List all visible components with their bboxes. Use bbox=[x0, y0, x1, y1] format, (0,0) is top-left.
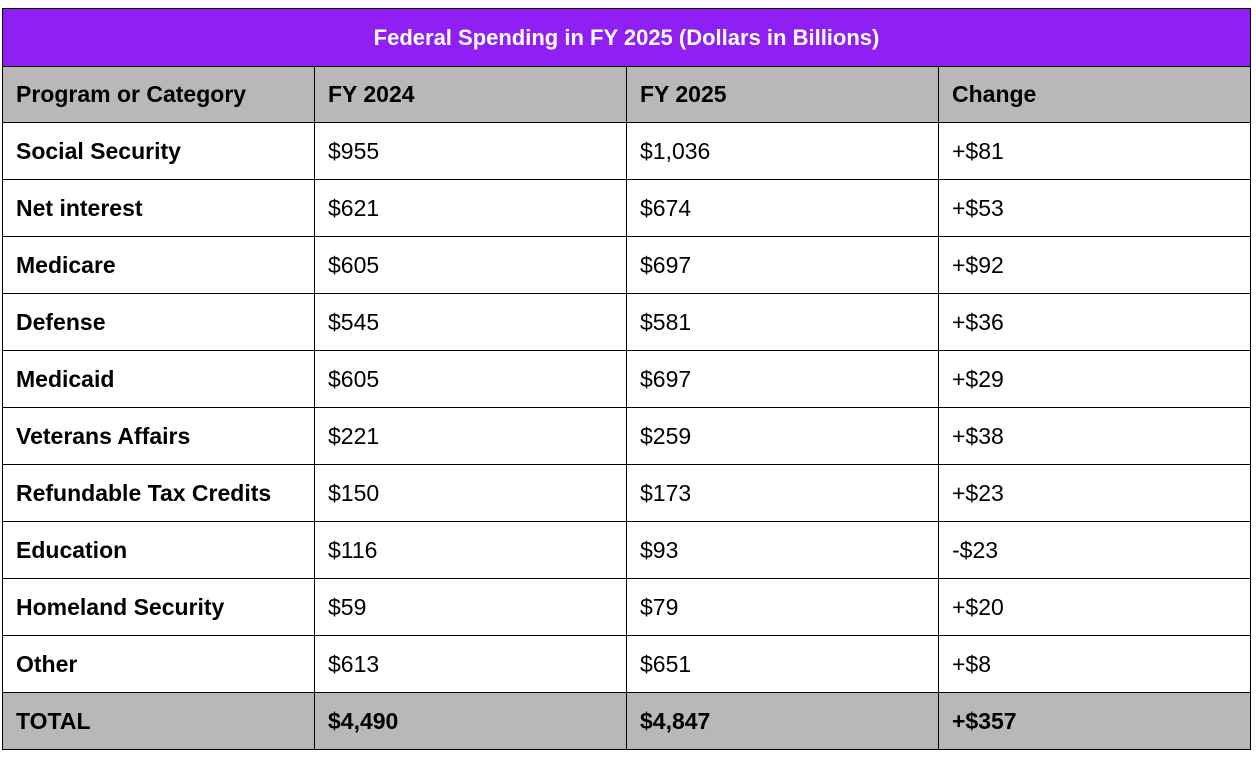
change-cell: +$92 bbox=[937, 236, 1252, 294]
fy2024-cell: $221 bbox=[314, 407, 627, 465]
header-program: Program or Category bbox=[2, 66, 315, 123]
program-cell: Defense bbox=[2, 293, 315, 351]
change-cell: +$38 bbox=[937, 407, 1252, 465]
table-row: Education $116 $93 -$23 bbox=[2, 521, 1252, 579]
program-cell: Refundable Tax Credits bbox=[2, 464, 315, 522]
fy2024-cell: $613 bbox=[314, 635, 627, 693]
title-row: Federal Spending in FY 2025 (Dollars in … bbox=[1, 8, 1252, 67]
fy2024-cell: $150 bbox=[314, 464, 627, 522]
fy2024-cell: $955 bbox=[314, 122, 627, 180]
fy2025-cell: $259 bbox=[626, 407, 939, 465]
fy2024-cell: $59 bbox=[314, 578, 627, 636]
fy2025-cell: $697 bbox=[626, 350, 939, 408]
program-cell: Net interest bbox=[2, 179, 315, 237]
table-title: Federal Spending in FY 2025 (Dollars in … bbox=[1, 8, 1252, 67]
table-row: Refundable Tax Credits $150 $173 +$23 bbox=[2, 464, 1252, 522]
total-fy2024: $4,490 bbox=[314, 692, 627, 750]
total-row: TOTAL $4,490 $4,847 +$357 bbox=[2, 692, 1252, 750]
fy2024-cell: $621 bbox=[314, 179, 627, 237]
header-fy2025: FY 2025 bbox=[626, 66, 939, 123]
table-row: Defense $545 $581 +$36 bbox=[2, 293, 1252, 351]
fy2025-cell: $173 bbox=[626, 464, 939, 522]
change-cell: -$23 bbox=[937, 521, 1252, 579]
program-cell: Social Security bbox=[2, 122, 315, 180]
fy2025-cell: $581 bbox=[626, 293, 939, 351]
total-label: TOTAL bbox=[2, 692, 315, 750]
program-cell: Other bbox=[2, 635, 315, 693]
change-cell: +$20 bbox=[937, 578, 1252, 636]
table-row: Medicaid $605 $697 +$29 bbox=[2, 350, 1252, 408]
fy2025-cell: $1,036 bbox=[626, 122, 939, 180]
change-cell: +$36 bbox=[937, 293, 1252, 351]
table-row: Homeland Security $59 $79 +$20 bbox=[2, 578, 1252, 636]
total-change: +$357 bbox=[937, 692, 1252, 750]
table-row: Veterans Affairs $221 $259 +$38 bbox=[2, 407, 1252, 465]
table-row: Social Security $955 $1,036 +$81 bbox=[2, 122, 1252, 180]
spending-table-container: Federal Spending in FY 2025 (Dollars in … bbox=[1, 8, 1252, 750]
fy2025-cell: $651 bbox=[626, 635, 939, 693]
program-cell: Homeland Security bbox=[2, 578, 315, 636]
table-row: Medicare $605 $697 +$92 bbox=[2, 236, 1252, 294]
fy2025-cell: $674 bbox=[626, 179, 939, 237]
fy2024-cell: $605 bbox=[314, 350, 627, 408]
program-cell: Medicare bbox=[2, 236, 315, 294]
header-change: Change bbox=[937, 66, 1252, 123]
fy2024-cell: $545 bbox=[314, 293, 627, 351]
change-cell: +$29 bbox=[937, 350, 1252, 408]
program-cell: Veterans Affairs bbox=[2, 407, 315, 465]
table-row: Net interest $621 $674 +$53 bbox=[2, 179, 1252, 237]
table-row: Other $613 $651 +$8 bbox=[2, 635, 1252, 693]
fy2024-cell: $116 bbox=[314, 521, 627, 579]
header-row: Program or Category FY 2024 FY 2025 Chan… bbox=[2, 66, 1252, 123]
change-cell: +$81 bbox=[937, 122, 1252, 180]
program-cell: Education bbox=[2, 521, 315, 579]
total-fy2025: $4,847 bbox=[626, 692, 939, 750]
change-cell: +$23 bbox=[937, 464, 1252, 522]
federal-spending-table: Federal Spending in FY 2025 (Dollars in … bbox=[1, 8, 1252, 750]
change-cell: +$8 bbox=[937, 635, 1252, 693]
fy2025-cell: $93 bbox=[626, 521, 939, 579]
fy2024-cell: $605 bbox=[314, 236, 627, 294]
change-cell: +$53 bbox=[937, 179, 1252, 237]
fy2025-cell: $79 bbox=[626, 578, 939, 636]
header-fy2024: FY 2024 bbox=[314, 66, 627, 123]
fy2025-cell: $697 bbox=[626, 236, 939, 294]
table-body: Social Security $955 $1,036 +$81 Net int… bbox=[2, 122, 1252, 750]
program-cell: Medicaid bbox=[2, 350, 315, 408]
